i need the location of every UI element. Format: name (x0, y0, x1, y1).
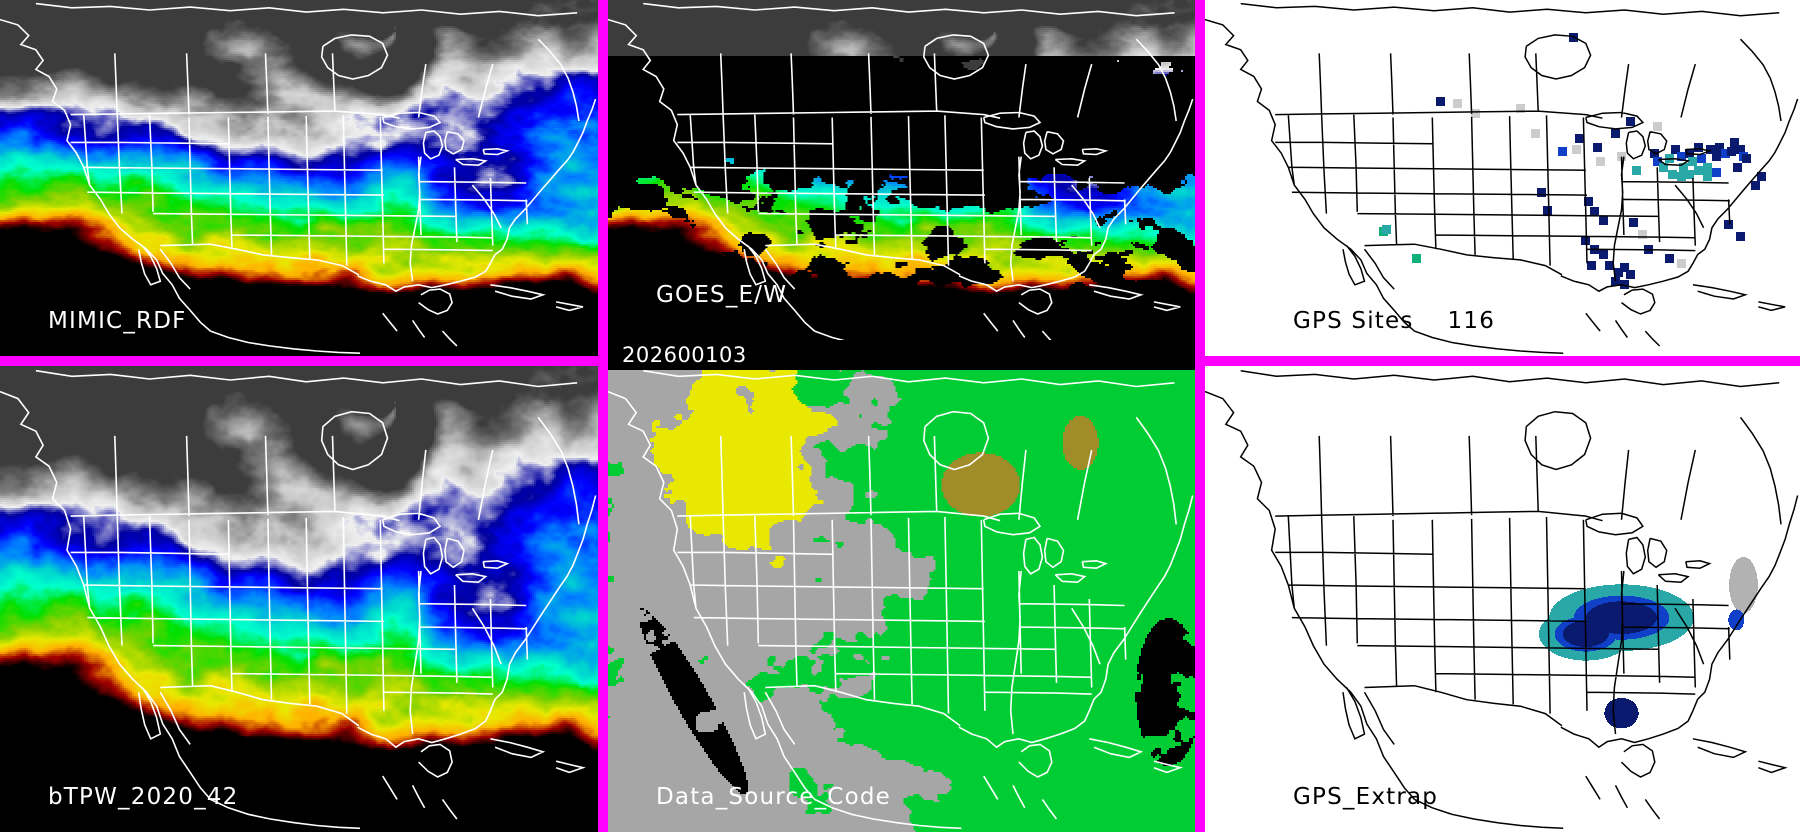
panel-divider-vertical (598, 366, 608, 832)
panel-label-mimic-rdf: MIMIC_RDF (48, 308, 187, 334)
map-overlay-black (1205, 366, 1800, 832)
tpw-raster-btpw (0, 366, 598, 832)
timestamp-bar: 202600103 (608, 340, 1195, 370)
panel-btpw[interactable]: bTPW_2020_42 (0, 366, 598, 832)
panel-label-btpw: bTPW_2020_42 (48, 784, 239, 810)
panel-divider-vertical (598, 0, 608, 356)
map-overlay-black (1205, 0, 1800, 356)
panel-label-gps-extrap: GPS_Extrap (1293, 784, 1439, 810)
panel-label-gps-sites: GPS Sites 116 (1293, 308, 1495, 334)
map-overlay-white (608, 366, 1195, 832)
panel-label-goes-ew: GOES_E/W (656, 282, 788, 308)
map-overlay-white (608, 0, 1195, 356)
panel-gps-sites[interactable]: GPS Sites 116 (1205, 0, 1800, 356)
gps-extrap-raster (1205, 366, 1800, 832)
panel-divider-vertical (1195, 0, 1205, 356)
tpw-raster-goes (608, 0, 1195, 356)
gps-sites-raster (1205, 0, 1800, 356)
tpw-raster-mimic (0, 0, 598, 356)
panel-gps-extrap[interactable]: GPS_Extrap (1205, 366, 1800, 832)
timestamp-text: 202600103 (622, 343, 747, 367)
panel-goes-ew[interactable]: GOES_E/W (608, 0, 1195, 356)
panel-mimic-rdf[interactable]: MIMIC_RDF (0, 0, 598, 356)
gps-sites-label-text: GPS Sites (1293, 308, 1414, 334)
map-overlay-white (0, 366, 598, 832)
panel-label-data-source-code: Data_Source_Code (656, 784, 891, 810)
panel-data-source-code[interactable]: Data_Source_Code (608, 366, 1195, 832)
map-overlay-white (0, 0, 598, 356)
gps-sites-count: 116 (1447, 308, 1496, 334)
data-source-code-raster (608, 366, 1195, 832)
panel-divider-vertical (1195, 366, 1205, 832)
